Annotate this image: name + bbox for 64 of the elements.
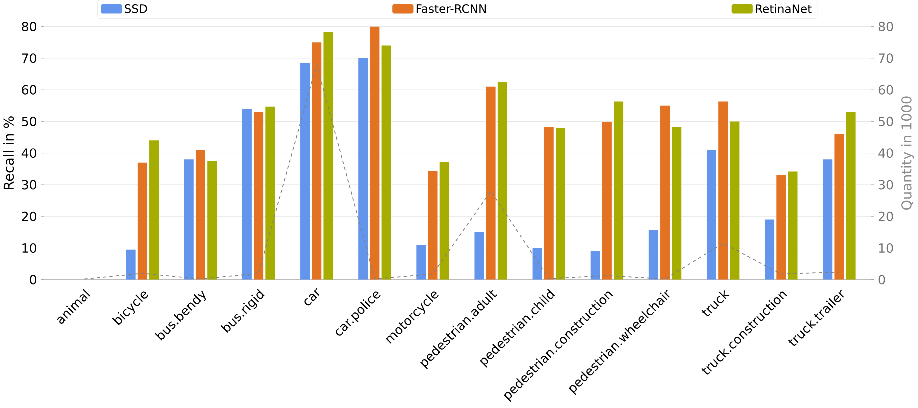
y-tick-label: 50 [22, 116, 37, 127]
bar [544, 127, 554, 280]
bar [312, 42, 322, 280]
bar [556, 128, 566, 280]
y2-tick-label: 40 [878, 148, 894, 158]
bar [776, 176, 786, 280]
y-tick-label: 20 [22, 212, 37, 222]
bar [208, 161, 218, 280]
y2-tick-label: 0 [878, 275, 886, 285]
bar [266, 106, 276, 280]
bar [590, 251, 600, 280]
bar [648, 230, 658, 280]
y-tick-label: 0 [30, 275, 37, 285]
bar [254, 112, 264, 280]
bar [242, 109, 252, 280]
y2-tick-label: 30 [878, 180, 894, 190]
bar [324, 32, 334, 280]
bar [150, 140, 160, 280]
bar [358, 58, 368, 280]
bar [730, 122, 740, 280]
bar [846, 112, 856, 280]
bar [718, 102, 728, 280]
y-tick-label: 40 [22, 148, 37, 158]
y2-tick-label: 60 [878, 85, 894, 95]
y2-tick-label: 50 [878, 116, 894, 127]
bar [300, 63, 310, 280]
x-tick-label: car [304, 288, 320, 306]
y2-tick-label: 80 [878, 22, 894, 32]
y2-tick-label: 10 [879, 244, 894, 254]
bar [614, 102, 624, 280]
bar [486, 86, 496, 280]
y-tick-label: 30 [22, 180, 37, 190]
bar [498, 82, 508, 280]
line-series [84, 64, 840, 280]
bar [672, 127, 682, 280]
y-tick-label: 60 [22, 85, 37, 95]
y-tick-label: 80 [22, 22, 37, 32]
bar [788, 172, 798, 280]
bar [834, 134, 844, 280]
legend-label: SSD [125, 4, 148, 14]
bar [602, 122, 612, 280]
bar [823, 160, 833, 280]
bar [532, 248, 542, 280]
bar [184, 160, 194, 280]
bar [474, 232, 484, 280]
y-axis-title: Recall in % [4, 116, 14, 190]
y-tick-label: 10 [22, 244, 37, 254]
bar [196, 150, 206, 280]
legend-label: RetinaNet [756, 4, 812, 14]
bar [138, 162, 148, 280]
y2-tick-label: 20 [878, 212, 894, 222]
bar [428, 171, 438, 280]
bar [765, 220, 775, 280]
bar [126, 250, 136, 280]
y2-axis-title: Quantity in 1000 [901, 96, 914, 210]
bar [370, 26, 380, 280]
bar [660, 106, 670, 280]
y-tick-label: 70 [22, 54, 37, 64]
bar [382, 46, 392, 280]
y2-tick-label: 70 [879, 54, 894, 64]
bar [706, 150, 716, 280]
legend-label: Faster-RCNN [416, 4, 486, 14]
bar [440, 162, 450, 280]
bar [416, 245, 426, 280]
